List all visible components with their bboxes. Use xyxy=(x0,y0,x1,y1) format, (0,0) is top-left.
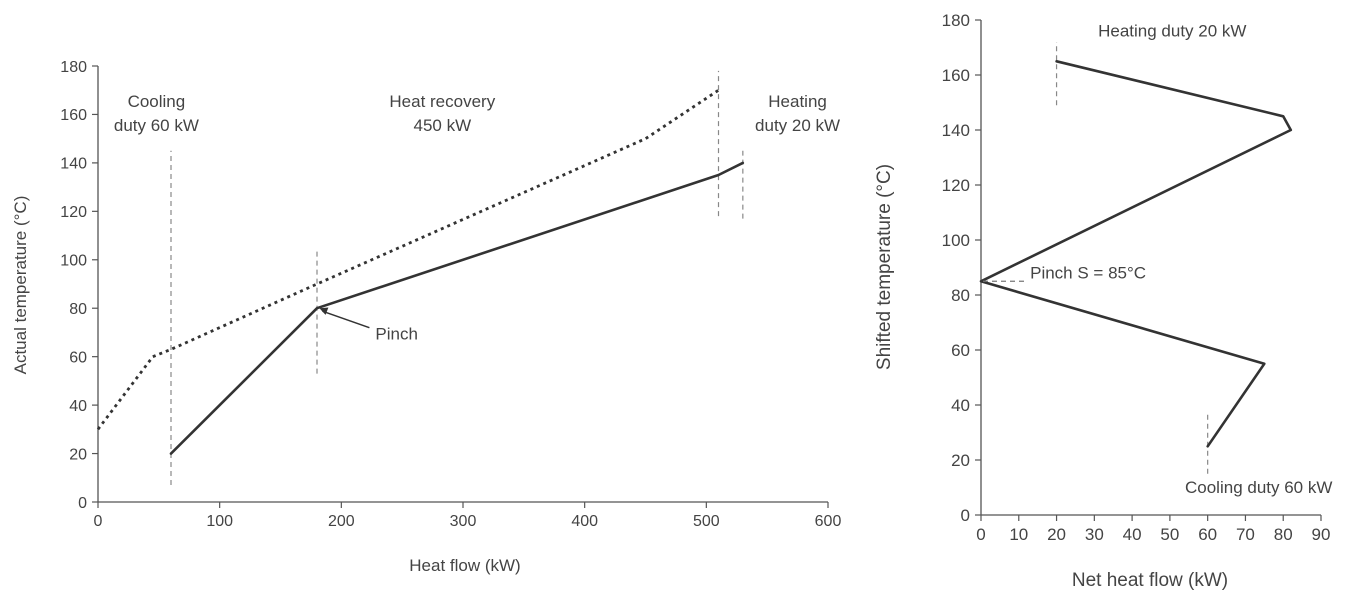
right-y-tick-label: 160 xyxy=(942,66,970,85)
left-x-tick-label: 400 xyxy=(571,513,598,530)
left-axes xyxy=(92,65,829,508)
left-annotation-text: 450 kW xyxy=(413,116,471,135)
right-reference-lines xyxy=(1055,42,1209,474)
left-x-tick-labels: 0 100 200 300 400 500 600 xyxy=(94,513,842,530)
left-y-tick-label: 40 xyxy=(69,398,87,415)
right-axes xyxy=(975,19,1322,521)
left-y-tick-label: 0 xyxy=(78,495,87,512)
left-y-tick-label: 20 xyxy=(69,446,87,463)
right-x-tick-label: 50 xyxy=(1160,525,1179,544)
right-x-tick-label: 0 xyxy=(976,525,985,544)
left-annotation-text: Heating xyxy=(768,92,827,111)
left-y-tick-label: 180 xyxy=(60,59,87,76)
left-y-tick-label: 120 xyxy=(60,204,87,221)
right-x-tick-label: 90 xyxy=(1312,525,1331,544)
right-x-tick-label: 70 xyxy=(1236,525,1255,544)
right-y-tick-label: 0 xyxy=(961,506,970,525)
left-series xyxy=(96,89,745,455)
left-y-tick-label: 100 xyxy=(60,253,87,270)
right-annotation-text: Heating duty 20 kW xyxy=(1098,22,1246,41)
pinch-arrow-line xyxy=(322,310,370,329)
left-y-tick-label: 160 xyxy=(60,107,87,124)
left-annotation-text: duty 20 kW xyxy=(755,116,840,135)
left-x-tick-label: 200 xyxy=(328,513,355,530)
right-y-axis-label: Shifted temperature (°C) xyxy=(874,164,895,370)
right-x-tick-labels: 0 10 20 30 40 50 60 70 80 90 xyxy=(976,525,1330,544)
right-series xyxy=(979,59,1293,448)
right-y-tick-label: 80 xyxy=(951,286,970,305)
left-series-dotted-curve xyxy=(96,89,720,431)
left-annotation-text: duty 60 kW xyxy=(114,116,199,135)
right-x-tick-label: 40 xyxy=(1123,525,1142,544)
right-y-tick-label: 40 xyxy=(951,396,970,415)
right-y-tick-label: 120 xyxy=(942,176,970,195)
left-y-tick-label: 60 xyxy=(69,349,87,366)
left-annotations: Cooling duty 60 kW Heat recovery 450 kW Heat… xyxy=(114,92,840,344)
left-annotation-text: Pinch xyxy=(375,325,418,344)
right-x-tick-label: 10 xyxy=(1009,525,1028,544)
right-y-tick-label: 180 xyxy=(942,11,970,30)
right-y-tick-label: 100 xyxy=(942,231,970,250)
right-x-tick-label: 80 xyxy=(1274,525,1293,544)
composite-curves-chart: Cooling duty 60 kW Heat recovery 450 kW Heat… xyxy=(11,59,841,575)
right-annotation-text: Pinch S = 85°C xyxy=(1030,264,1146,283)
right-y-tick-labels: 0 20 40 60 80 100 120 140 160 180 xyxy=(942,11,970,525)
left-y-tick-label: 140 xyxy=(60,156,87,173)
left-annotation-text: Heat recovery xyxy=(389,92,495,111)
right-x-tick-label: 60 xyxy=(1198,525,1217,544)
right-annotation-text: Cooling duty 60 kW xyxy=(1185,478,1332,497)
left-x-tick-label: 0 xyxy=(94,513,103,530)
right-series-solid-curve xyxy=(979,59,1293,448)
right-y-tick-label: 140 xyxy=(942,121,970,140)
grand-composite-curve-chart: Heating duty 20 kW Pinch S = 85°C Cooling … xyxy=(874,11,1332,591)
right-y-tick-label: 20 xyxy=(951,451,970,470)
right-x-axis-label: Net heat flow (kW) xyxy=(1072,570,1228,591)
right-annotations: Heating duty 20 kW Pinch S = 85°C Cooling … xyxy=(983,22,1332,497)
left-y-tick-labels: 0 20 40 60 80 100 120 140 160 180 xyxy=(60,59,87,512)
right-y-tick-label: 60 xyxy=(951,341,970,360)
right-x-tick-label: 20 xyxy=(1047,525,1066,544)
left-y-tick-label: 80 xyxy=(69,301,87,318)
left-x-tick-label: 300 xyxy=(450,513,477,530)
left-x-axis-label: Heat flow (kW) xyxy=(409,556,520,575)
left-y-axis-label: Actual temperature (°C) xyxy=(11,196,30,375)
left-series-solid-curve xyxy=(169,161,745,455)
left-x-tick-label: 500 xyxy=(693,513,720,530)
left-x-tick-label: 600 xyxy=(815,513,842,530)
pinch-arrow-head xyxy=(319,307,329,315)
right-x-tick-label: 30 xyxy=(1085,525,1104,544)
left-x-tick-label: 100 xyxy=(206,513,233,530)
left-annotation-text: Cooling xyxy=(128,92,186,111)
